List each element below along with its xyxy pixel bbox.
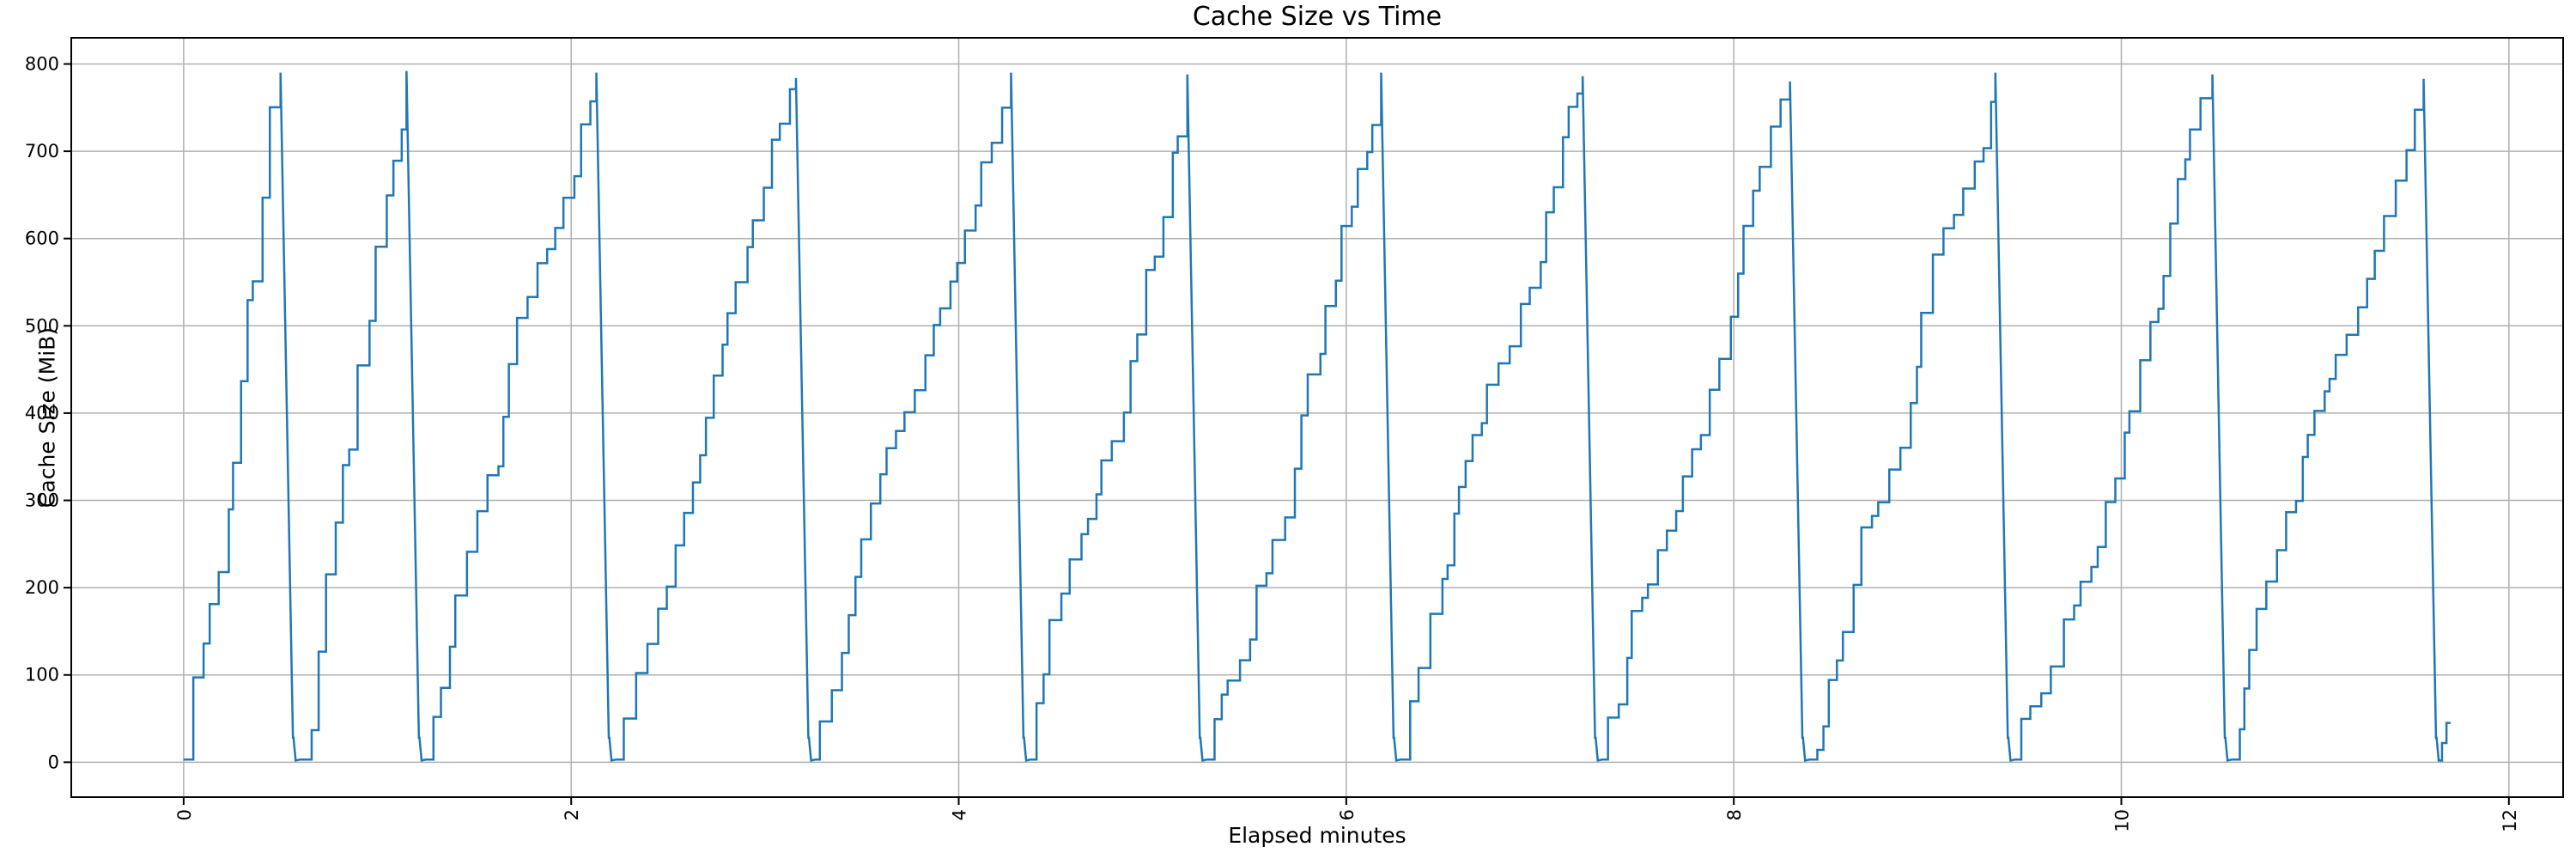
y-tick-label: 300 xyxy=(25,490,59,511)
y-tick-label: 700 xyxy=(25,141,59,161)
y-tick-label: 400 xyxy=(25,403,59,423)
y-axis-label: Cache Size (MiB) xyxy=(34,326,60,509)
y-tick-label: 0 xyxy=(48,752,59,772)
data-line xyxy=(183,70,2451,762)
y-tick-label: 100 xyxy=(25,665,59,685)
y-tick-label: 200 xyxy=(25,577,59,598)
x-axis-label: Elapsed minutes xyxy=(1228,823,1406,848)
plot-border xyxy=(70,37,2564,798)
chart-title: Cache Size vs Time xyxy=(1192,2,1443,32)
x-tick-label: 10 xyxy=(2111,809,2132,832)
y-tick-label: 500 xyxy=(25,315,59,336)
y-tick-label: 600 xyxy=(25,228,59,249)
y-tick-label: 800 xyxy=(25,53,59,74)
x-tick-label: 6 xyxy=(1337,809,1358,820)
x-tick-label: 0 xyxy=(174,809,195,820)
x-tick-label: 4 xyxy=(950,809,970,820)
x-tick-label: 8 xyxy=(1724,809,1745,820)
x-tick-label: 2 xyxy=(562,809,582,820)
x-tick-label: 12 xyxy=(2500,809,2520,832)
